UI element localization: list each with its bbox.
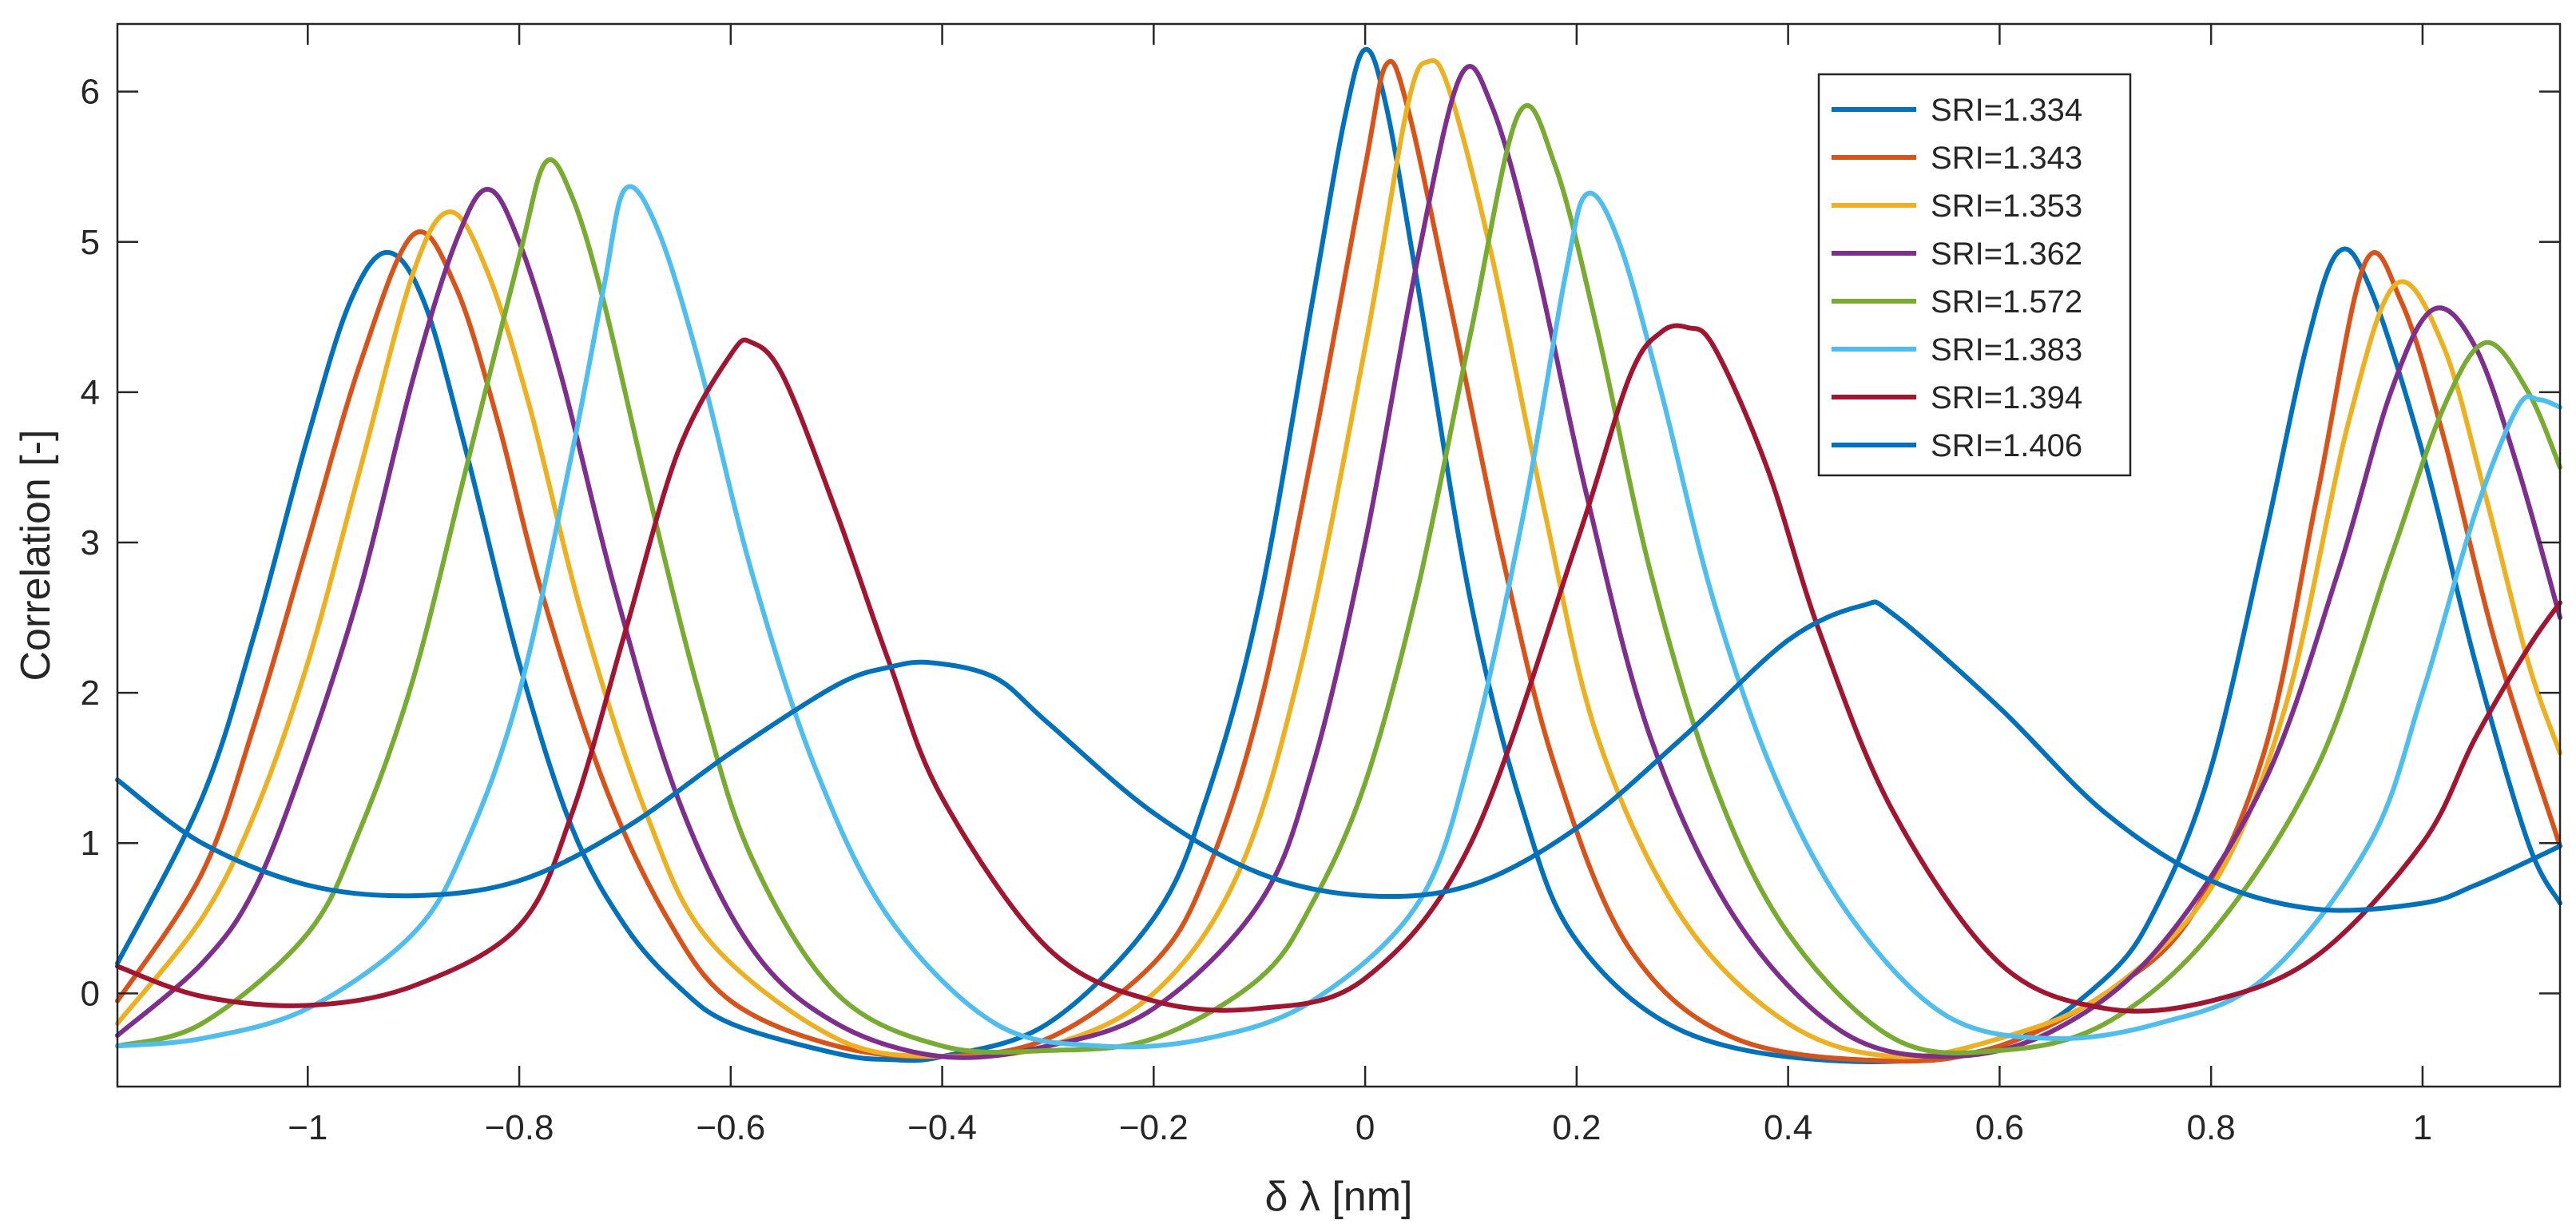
y-tick-label: 2 bbox=[81, 674, 100, 713]
x-tick-label: 0.8 bbox=[2187, 1108, 2236, 1147]
y-tick-label: 4 bbox=[81, 373, 100, 412]
x-tick-label: −0.2 bbox=[1119, 1108, 1189, 1147]
series-line-7 bbox=[115, 323, 2562, 1014]
y-axis-ticks: 0 1 2 3 4 5 6 bbox=[81, 73, 2560, 1013]
y-tick-label: 3 bbox=[81, 523, 100, 562]
legend-entry: SRI=1.362 bbox=[1931, 236, 2082, 272]
series-line-1 bbox=[115, 46, 2562, 1064]
series-line-4 bbox=[115, 64, 2562, 1060]
x-tick-label: 0.2 bbox=[1552, 1108, 1601, 1147]
legend-entry: SRI=1.343 bbox=[1931, 141, 2082, 176]
series-lines bbox=[115, 46, 2562, 1064]
legend-entry: SRI=1.383 bbox=[1931, 332, 2082, 368]
legend-entry: SRI=1.394 bbox=[1931, 380, 2082, 415]
x-axis-ticks: −1 −0.8 −0.6 −0.4 −0.2 0 0.2 0.4 0.6 0.8 1 bbox=[288, 24, 2432, 1147]
x-tick-label: 0 bbox=[1355, 1108, 1375, 1147]
x-tick-label: 0.6 bbox=[1975, 1108, 2024, 1147]
x-tick-label: −0.8 bbox=[485, 1108, 554, 1147]
legend-box bbox=[1817, 73, 2132, 477]
x-axis-label: δ λ [nm] bbox=[1265, 1174, 1413, 1220]
legend-entry: SRI=1.353 bbox=[1931, 189, 2082, 224]
y-tick-label: 6 bbox=[81, 73, 100, 112]
series-line-5 bbox=[115, 103, 2562, 1055]
plot-frame bbox=[116, 22, 2562, 1088]
legend-entry: SRI=1.572 bbox=[1931, 284, 2082, 320]
x-tick-label: −0.6 bbox=[696, 1108, 765, 1147]
series-line-2 bbox=[115, 58, 2562, 1064]
x-tick-label: 0.4 bbox=[1764, 1108, 1812, 1147]
legend: SRI=1.334 SRI=1.343 SRI=1.353 SRI=1.362 SRI=… bbox=[1817, 73, 2132, 477]
legend-entry: SRI=1.406 bbox=[1931, 428, 2082, 463]
y-tick-label: 5 bbox=[81, 223, 100, 262]
series-line-8 bbox=[115, 599, 2562, 913]
plot-background bbox=[117, 24, 2560, 1087]
x-tick-label: 1 bbox=[2413, 1108, 2432, 1147]
legend-entry: SRI=1.334 bbox=[1931, 93, 2082, 128]
series-line-6 bbox=[115, 184, 2562, 1050]
y-tick-label: 0 bbox=[81, 974, 100, 1013]
x-tick-label: −1 bbox=[288, 1108, 327, 1147]
y-axis-label: Correlation [-] bbox=[13, 430, 59, 682]
x-tick-label: −0.4 bbox=[907, 1108, 977, 1147]
y-tick-label: 1 bbox=[81, 824, 100, 863]
